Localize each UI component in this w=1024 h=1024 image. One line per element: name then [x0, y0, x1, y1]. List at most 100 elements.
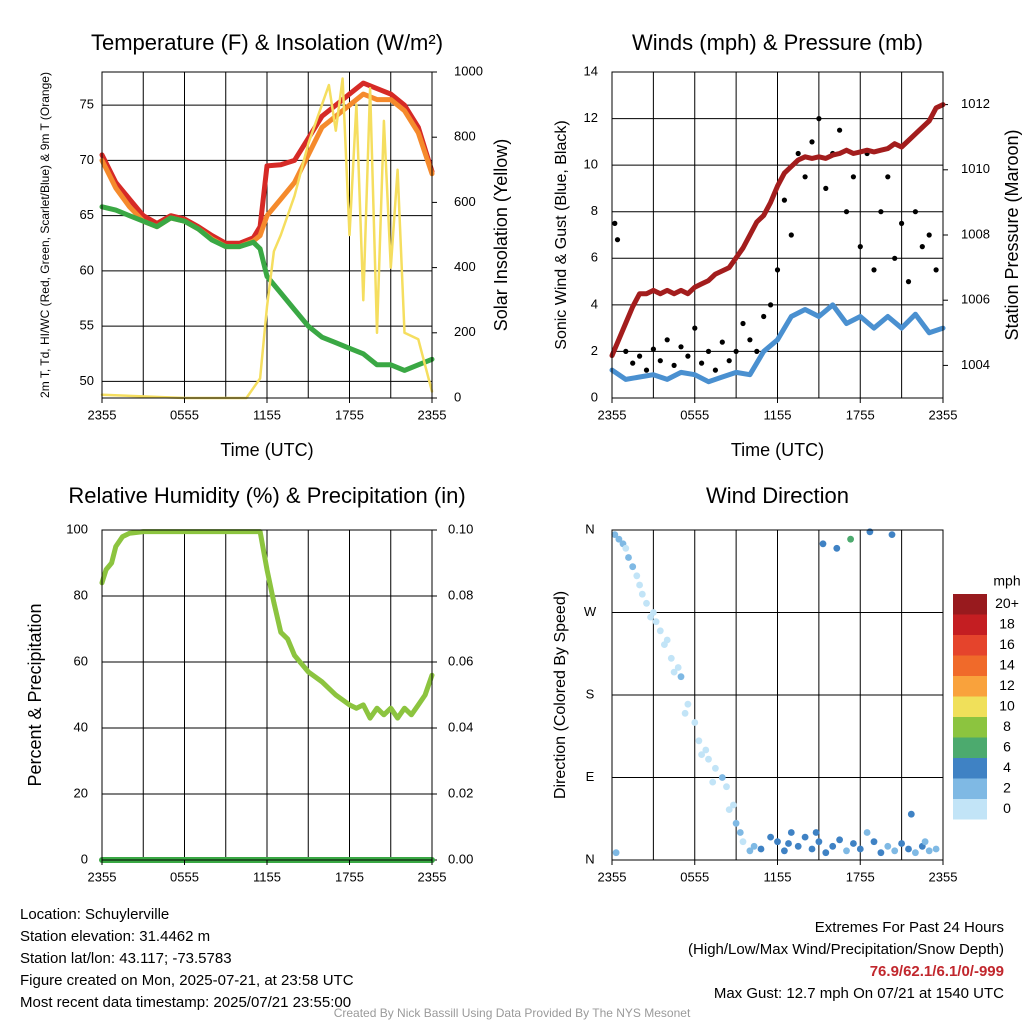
direction-point: [702, 746, 710, 754]
direction-point: [925, 847, 933, 855]
figure-created: Figure created on Mon, 2025-07-21, at 23…: [20, 972, 354, 989]
y-tick-label-left: 75: [80, 97, 94, 112]
gust-point: [692, 325, 698, 331]
direction-point: [856, 845, 864, 853]
direction-point: [718, 774, 726, 781]
colorbar-swatch: [953, 737, 987, 758]
direction-point: [712, 764, 719, 772]
direction-point: [787, 829, 795, 836]
gust-point: [726, 358, 732, 364]
y-tick-label-right: 1012: [961, 96, 990, 111]
direction-point: [691, 719, 699, 726]
y-axis-label-left: Direction (Colored By Speed): [552, 591, 569, 799]
gust-point: [892, 255, 898, 261]
direction-point: [674, 664, 682, 671]
direction-point: [898, 840, 905, 847]
gust-point: [754, 348, 760, 354]
y-tick-label-left: 65: [80, 207, 94, 222]
y-tick-label-left: 14: [584, 63, 598, 78]
y-tick-label-left: 4: [591, 296, 598, 311]
direction-point: [638, 590, 646, 598]
gust-point: [612, 220, 618, 226]
colorbar-swatch: [953, 594, 987, 615]
direction-point: [647, 613, 654, 621]
x-tick-label: 2355: [418, 407, 447, 422]
y-tick-label-left: 0: [81, 851, 88, 866]
direction-point: [730, 801, 737, 809]
station-latlon: Station lat/lon: 43.117; -73.5783: [20, 950, 232, 967]
y-tick-label-left: N: [585, 851, 594, 866]
gust-point: [678, 344, 684, 350]
colorbar-swatch: [953, 778, 987, 799]
direction-point: [681, 709, 689, 717]
direction-point: [732, 819, 740, 827]
y-tick-label-left: W: [584, 604, 597, 619]
extremes-values: 76.9/62.1/6.1/0/-999: [869, 963, 1004, 980]
colorbar-swatch: [953, 676, 987, 697]
direction-point: [684, 700, 692, 708]
x-tick-label: 2355: [929, 407, 958, 422]
y-tick-label-right: 0.06: [448, 653, 473, 668]
gust-point: [802, 174, 808, 180]
direction-point: [781, 847, 788, 855]
direction-point: [884, 842, 892, 850]
colorbar-swatch: [953, 635, 987, 656]
y-tick-label-right: 400: [454, 259, 476, 274]
x-tick-label: 0555: [170, 407, 199, 422]
x-tick-label: 1155: [764, 407, 792, 422]
direction-point: [767, 833, 774, 841]
gust-point: [768, 302, 774, 308]
colorbar-label: 14: [999, 656, 1015, 672]
y-tick-label-left: 20: [74, 785, 88, 800]
y-tick-label-right: 1008: [961, 226, 990, 241]
x-tick-label: 0555: [680, 407, 709, 422]
max-gust: Max Gust: 12.7 mph On 07/21 at 1540 UTC: [713, 985, 1004, 1002]
direction-point: [877, 849, 885, 857]
direction-point: [670, 668, 678, 676]
gust-point: [719, 339, 725, 345]
x-tick-label: 2355: [929, 869, 958, 884]
direction-point: [785, 840, 792, 847]
x-tick-label: 1755: [335, 407, 364, 422]
gust-point: [637, 353, 643, 359]
y-tick-label-left: 80: [74, 587, 88, 602]
direction-point: [695, 737, 703, 745]
direction-point: [611, 531, 619, 538]
direction-point: [612, 849, 620, 857]
direction-point: [912, 849, 919, 857]
station-location: Location: Schuylerville: [20, 906, 170, 923]
x-tick-label: 1755: [846, 869, 875, 884]
colorbar-swatch: [953, 758, 987, 779]
colorbar-swatch: [953, 799, 987, 820]
gust-point: [657, 358, 663, 364]
direction-point: [888, 531, 896, 538]
colorbar-label: 10: [999, 697, 1015, 713]
recent-timestamp: Most recent data timestamp: 2025/07/21 2…: [20, 994, 352, 1011]
direction-point: [822, 849, 830, 857]
extremes-title: Extremes For Past 24 Hours: [814, 919, 1004, 936]
colorbar-label: 0: [1003, 800, 1011, 816]
gust-point: [843, 209, 850, 215]
direction-point: [843, 847, 850, 855]
gust-point: [664, 337, 670, 343]
gust-point: [614, 237, 621, 243]
direction-point: [833, 544, 841, 552]
gust-point: [857, 244, 863, 250]
direction-point: [905, 845, 912, 853]
direction-point: [819, 540, 827, 548]
direction-point: [622, 544, 630, 552]
gust-point: [809, 139, 815, 145]
colorbar-swatch: [953, 655, 987, 676]
y-tick-label-left: 100: [66, 521, 88, 536]
y-tick-label-right: 1006: [961, 292, 990, 307]
direction-point: [829, 842, 837, 850]
chart-title: Winds (mph) & Pressure (mb): [632, 30, 923, 55]
credit-line: Created By Nick Bassill Using Data Provi…: [333, 1006, 691, 1020]
y-axis-label-right: Station Pressure (Maroon): [1002, 129, 1022, 340]
y-tick-label-left: 40: [74, 719, 88, 734]
colorbar-label: 12: [999, 677, 1015, 693]
x-tick-label: 1155: [253, 869, 281, 884]
gust-point: [747, 337, 753, 343]
y-axis-label-left: Percent & Precipitation: [25, 603, 45, 786]
direction-point: [801, 833, 809, 841]
